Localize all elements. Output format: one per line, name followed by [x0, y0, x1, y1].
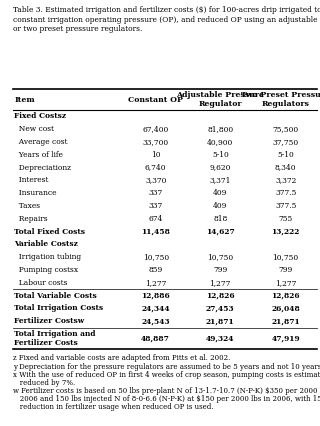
Text: 377.5: 377.5	[275, 202, 296, 210]
Text: 3,372: 3,372	[275, 176, 296, 184]
Text: Interest: Interest	[14, 176, 49, 184]
Text: 377.5: 377.5	[275, 189, 296, 197]
Text: 5-10: 5-10	[277, 151, 294, 159]
Text: or two preset pressure regulators.: or two preset pressure regulators.	[13, 25, 142, 33]
Text: 859: 859	[148, 266, 163, 274]
Text: 21,871: 21,871	[271, 317, 300, 325]
Text: 1,277: 1,277	[275, 279, 296, 287]
Text: 24,344: 24,344	[141, 305, 170, 312]
Text: 37,750: 37,750	[273, 138, 299, 146]
Text: Variable Costsz: Variable Costsz	[14, 240, 78, 248]
Text: reduced by 7%.: reduced by 7%.	[13, 379, 75, 387]
Text: 818: 818	[213, 215, 228, 223]
Text: 799: 799	[278, 266, 293, 274]
Text: 40,900: 40,900	[207, 138, 233, 146]
Text: Item: Item	[14, 96, 35, 104]
Text: Average cost: Average cost	[14, 138, 68, 146]
Text: 47,919: 47,919	[271, 334, 300, 343]
Text: 11,458: 11,458	[141, 227, 170, 236]
Text: 12,886: 12,886	[141, 292, 170, 299]
Text: Insurance: Insurance	[14, 189, 57, 197]
Text: 5-10: 5-10	[212, 151, 229, 159]
Text: z Fixed and variable costs are adapted from Pitts et al. 2002.: z Fixed and variable costs are adapted f…	[13, 354, 230, 363]
Text: 33,700: 33,700	[143, 138, 169, 146]
Text: 67,400: 67,400	[142, 125, 169, 133]
Text: 799: 799	[213, 266, 228, 274]
Text: Constant OP: Constant OP	[128, 96, 183, 104]
Text: 48,887: 48,887	[141, 334, 170, 343]
Text: 26,048: 26,048	[271, 305, 300, 312]
Text: Total Irrigation Costs: Total Irrigation Costs	[14, 305, 104, 312]
Text: 1,277: 1,277	[145, 279, 166, 287]
Text: Repairs: Repairs	[14, 215, 48, 223]
Text: 409: 409	[213, 202, 228, 210]
Text: 337: 337	[148, 202, 163, 210]
Text: 14,627: 14,627	[206, 227, 235, 236]
Text: Adjustable Pressure
Regulator: Adjustable Pressure Regulator	[176, 91, 264, 108]
Text: 409: 409	[213, 189, 228, 197]
Text: 755: 755	[278, 215, 293, 223]
Text: Depreciationz: Depreciationz	[14, 164, 71, 172]
Text: 21,871: 21,871	[206, 317, 235, 325]
Text: 2006 and 150 lbs injected N of 8-0-6.6 (N-P-K) at $150 per 2000 lbs in 2006, wit: 2006 and 150 lbs injected N of 8-0-6.6 (…	[13, 395, 320, 403]
Text: 75,500: 75,500	[273, 125, 299, 133]
Text: Fixed Costsz: Fixed Costsz	[14, 112, 67, 120]
Text: Pumping costsx: Pumping costsx	[14, 266, 78, 274]
Text: constant irrigation operating pressure (OP), and reduced OP using an adjustable : constant irrigation operating pressure (…	[13, 16, 320, 24]
Text: 3,370: 3,370	[145, 176, 166, 184]
Text: Total Variable Costs: Total Variable Costs	[14, 292, 97, 299]
Text: y Depreciation for the pressure regulators are assumed to be 5 years and not 10 : y Depreciation for the pressure regulato…	[13, 363, 320, 371]
Text: Labour costs: Labour costs	[14, 279, 68, 287]
Text: 10,750: 10,750	[143, 253, 169, 261]
Text: 9,620: 9,620	[210, 164, 231, 172]
Text: 337: 337	[148, 189, 163, 197]
Text: Total Irrigation and
Fertilizer Costs: Total Irrigation and Fertilizer Costs	[14, 330, 96, 347]
Text: Two Preset Pressure
Regulators: Two Preset Pressure Regulators	[241, 91, 320, 108]
Text: 12,826: 12,826	[206, 292, 235, 299]
Text: Years of life: Years of life	[14, 151, 63, 159]
Text: 10,750: 10,750	[273, 253, 299, 261]
Text: 81,800: 81,800	[207, 125, 233, 133]
Text: 12,826: 12,826	[271, 292, 300, 299]
Text: 24,543: 24,543	[141, 317, 170, 325]
Text: Total Fixed Costs: Total Fixed Costs	[14, 227, 85, 236]
Text: Taxes: Taxes	[14, 202, 41, 210]
Text: 1,277: 1,277	[210, 279, 231, 287]
Text: 3,371: 3,371	[210, 176, 231, 184]
Text: 8,340: 8,340	[275, 164, 296, 172]
Text: 10: 10	[151, 151, 160, 159]
Text: x With the use of reduced OP in first 4 weeks of crop season, pumping costs is e: x With the use of reduced OP in first 4 …	[13, 371, 320, 379]
Text: w Fertilizer costs is based on 50 lbs pre-plant N of 13-1.7-10.7 (N-P-K) $350 pe: w Fertilizer costs is based on 50 lbs pr…	[13, 387, 320, 395]
Text: 10,750: 10,750	[207, 253, 233, 261]
Text: 13,222: 13,222	[271, 227, 300, 236]
Text: New cost: New cost	[14, 125, 54, 133]
Text: 27,453: 27,453	[206, 305, 235, 312]
Text: 674: 674	[148, 215, 163, 223]
Text: Table 3. Estimated irrigation and fertilizer costs ($) for 100-acres drip irriga: Table 3. Estimated irrigation and fertil…	[13, 6, 320, 14]
Text: Irrigation tubing: Irrigation tubing	[14, 253, 82, 261]
Text: reduction in fertilizer usage when reduced OP is used.: reduction in fertilizer usage when reduc…	[13, 403, 213, 411]
Text: 49,324: 49,324	[206, 334, 235, 343]
Text: 6,740: 6,740	[145, 164, 166, 172]
Text: Fertilizer Costsw: Fertilizer Costsw	[14, 317, 85, 325]
